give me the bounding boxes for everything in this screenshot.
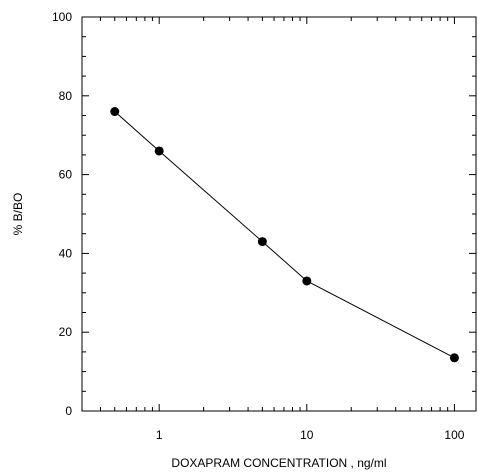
data-point xyxy=(302,276,312,286)
plot-border xyxy=(81,16,477,412)
data-point xyxy=(110,107,120,117)
plot-frame xyxy=(81,16,477,412)
series-line xyxy=(114,111,455,359)
x-tick-label: 10 xyxy=(300,428,314,442)
y-tick-label: 40 xyxy=(59,246,73,260)
y-tick-label: 0 xyxy=(65,404,72,418)
series-lines xyxy=(114,111,455,359)
data-point xyxy=(257,237,267,247)
x-axis-label: DOXAPRAM CONCENTRATION , ng/ml xyxy=(171,456,386,470)
y-tick-label: 80 xyxy=(59,89,73,103)
data-points xyxy=(110,107,459,363)
y-tick-label: 60 xyxy=(59,168,73,182)
x-tick-label: 1 xyxy=(156,428,163,442)
data-point xyxy=(154,146,164,156)
y-tick-label: 100 xyxy=(52,10,72,24)
y-axis-label: % B/BO xyxy=(11,193,25,236)
data-point xyxy=(449,353,459,363)
axis-ticks xyxy=(81,16,476,412)
x-tick-label: 100 xyxy=(444,428,464,442)
y-tick-label: 20 xyxy=(59,325,73,339)
tick-labels: 0 20 40 60 80 100 1 10 100 xyxy=(52,10,465,442)
